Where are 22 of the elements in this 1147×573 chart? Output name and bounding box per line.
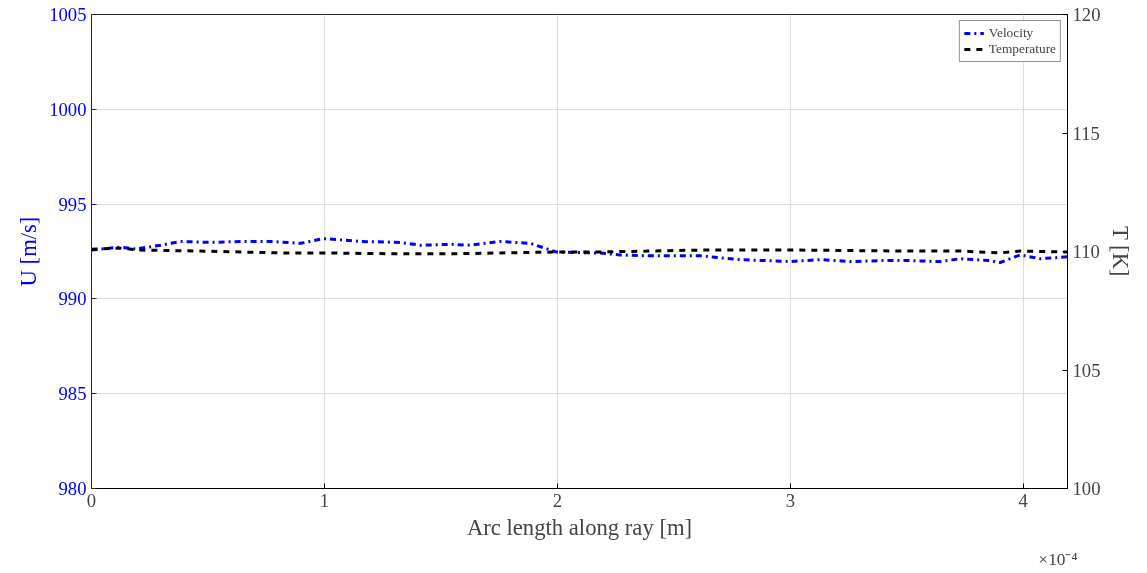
x-tick-label: 4	[1018, 489, 1029, 511]
legend-label: Temperature	[988, 41, 1056, 57]
y2-tick-label: 105	[1072, 359, 1101, 381]
y2-tick-label: 120	[1072, 4, 1101, 25]
y-tick-label: 990	[58, 288, 87, 310]
y2-tick-label: 110	[1072, 241, 1100, 262]
y-tick-label: 1000	[49, 98, 87, 120]
y2-tick-label: 115	[1072, 122, 1100, 144]
y2-axis-title: T [K]	[1108, 226, 1134, 277]
y2-tick-label: 100	[1072, 478, 1101, 499]
y-tick-label: 995	[58, 193, 87, 215]
y-tick-label: 1005	[49, 4, 87, 25]
y-axis-title: U [m/s]	[16, 216, 42, 287]
y-tick-label: 985	[58, 383, 87, 405]
y-tick-label: 980	[58, 478, 87, 499]
legend-label: Velocity	[988, 25, 1034, 41]
x-tick-label: 3	[785, 489, 795, 511]
text: ×10⁻⁴	[1038, 549, 1078, 569]
x-axis-title: Arc length along ray [m]	[466, 514, 693, 540]
x-tick-label: 2	[552, 489, 563, 511]
x-tick-label: 0	[86, 489, 97, 511]
x-tick-label: 1	[319, 489, 330, 511]
